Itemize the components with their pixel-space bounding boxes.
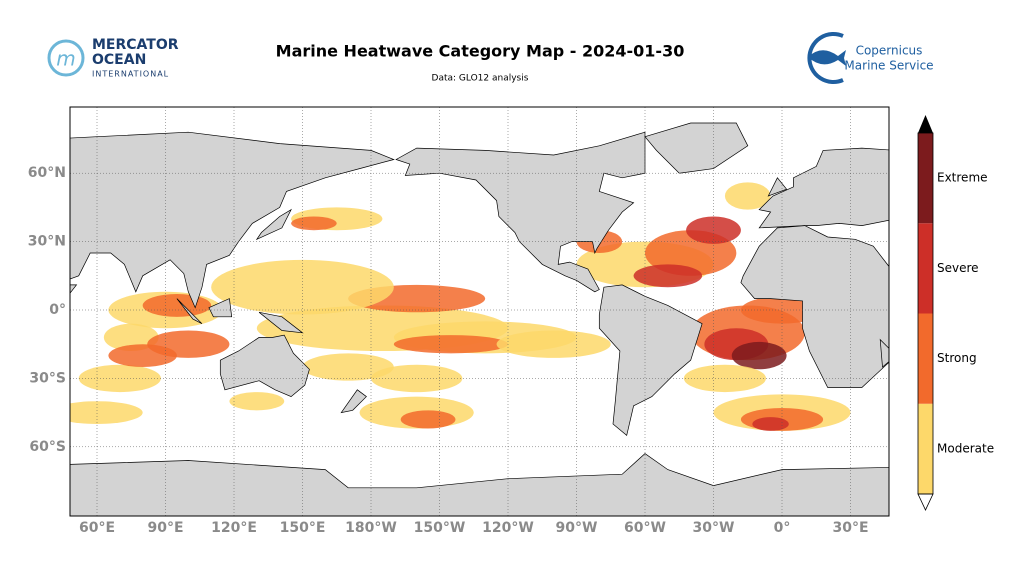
y-tick-label: 60°N [28,165,66,181]
logo-text: Copernicus [856,44,923,58]
land [70,131,395,309]
colorbar-extend-bottom [917,493,934,511]
land [255,208,292,241]
heatwave-patch [731,341,787,370]
colorbar-segment [918,403,933,494]
heatwave-patch [393,335,508,354]
land [208,298,233,318]
x-tick-label: 180°W [345,520,397,536]
x-tick-label: 30°E [832,520,868,536]
x-tick-label: 0° [774,520,791,536]
x-tick-label: 150°W [414,520,466,536]
title: Marine Heatwave Category Map - 2024-01-3… [276,42,685,61]
x-tick-label: 120°E [211,520,257,536]
x-tick-label: 90°W [556,520,598,536]
land [598,284,703,437]
heatwave-patch [103,323,159,352]
logo-ring [47,39,85,77]
colorbar: Moderate Strong Severe Extreme [917,115,994,511]
heatwave-patch [302,353,394,381]
land [767,177,788,197]
map-frame [69,106,890,517]
x-tick-label: 120°W [482,520,534,536]
heatwave-patch [752,417,789,431]
legend-label: Moderate [937,441,994,455]
land [70,453,889,516]
x-tick-label: 60°E [79,520,115,536]
land [879,338,889,368]
land [644,122,749,174]
legend-label: Extreme [937,171,988,185]
colorbar-segment [918,313,933,404]
legend-label: Severe [937,261,979,275]
heatwave-patch [229,392,285,411]
subtitle: Data: GLO12 analysis [432,74,529,84]
logo-fish [808,50,846,66]
logo-text: Marine Service [844,59,933,73]
y-tick-label: 0° [49,302,66,318]
heatwave-patch [142,294,212,317]
heatwave-patch [496,330,611,358]
heatwave-patch [724,182,771,210]
y-tick-label: 30°N [28,234,66,250]
mercator-logo: m MERCATOR OCEAN INTERNATIONAL [47,37,179,79]
land [219,334,310,398]
land [176,298,203,325]
logo-text: MERCATOR [92,37,179,53]
x-tick-label: 150°E [280,520,326,536]
y-tick-label: 60°S [29,439,66,455]
legend-label: Strong [937,351,977,365]
land [395,131,646,293]
land [70,284,78,294]
heatwave-patch [291,216,337,231]
y-tick-label: 30°S [29,370,66,386]
colorbar-segment [918,133,933,224]
heatwave-patch [108,344,177,367]
heatwave-patch [400,410,456,429]
heatwave-patch [70,401,143,424]
map [70,107,889,516]
land [740,225,889,388]
land [340,389,367,414]
colorbar-segment [918,223,933,314]
heatwave-patch [78,364,161,393]
x-tick-label: 30°W [693,520,735,536]
copernicus-logo: Copernicus Marine Service [807,32,934,84]
heatwave-patch [633,264,703,288]
colorbar-extend-top [918,115,933,133]
logo-text: OCEAN [92,52,146,68]
colorbar-frame [917,132,934,495]
logo-m: m [56,47,75,71]
x-tick-label: 60°W [624,520,666,536]
land [758,147,889,229]
logo-text: INTERNATIONAL [92,70,169,79]
x-tick-label: 90°E [147,520,183,536]
